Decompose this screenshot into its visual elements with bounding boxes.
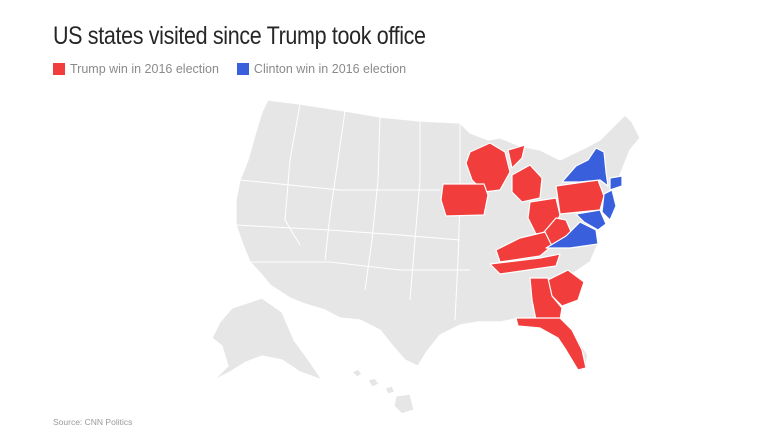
map-alaska [211,297,323,381]
state-new-york [561,147,609,187]
state-georgia [529,277,563,321]
state-michigan [507,144,543,203]
legend-swatch-clinton [236,63,249,75]
state-connecticut [609,175,623,191]
legend: Trump win in 2016 election Clinton win i… [53,62,424,76]
legend-label-trump: Trump win in 2016 election [70,62,219,76]
state-pennsylvania [555,179,605,215]
legend-item-trump: Trump win in 2016 election [53,62,219,76]
source-note: Source: CNN Politics [53,417,133,427]
state-wisconsin [465,142,511,193]
state-iowa [440,183,489,217]
map-hawaii [351,368,415,415]
state-tennessee [489,253,561,275]
state-maryland-delaware [575,209,607,231]
state-florida [515,317,587,371]
legend-item-clinton: Clinton win in 2016 election [236,62,407,76]
map-state-borders [235,103,470,321]
legend-label-clinton: Clinton win in 2016 election [253,62,407,76]
state-new-jersey [601,189,617,221]
us-map [211,99,641,415]
legend-swatch-trump [53,63,65,75]
chart-title: US states visited since Trump took offic… [53,22,426,50]
state-virginia [545,221,599,249]
